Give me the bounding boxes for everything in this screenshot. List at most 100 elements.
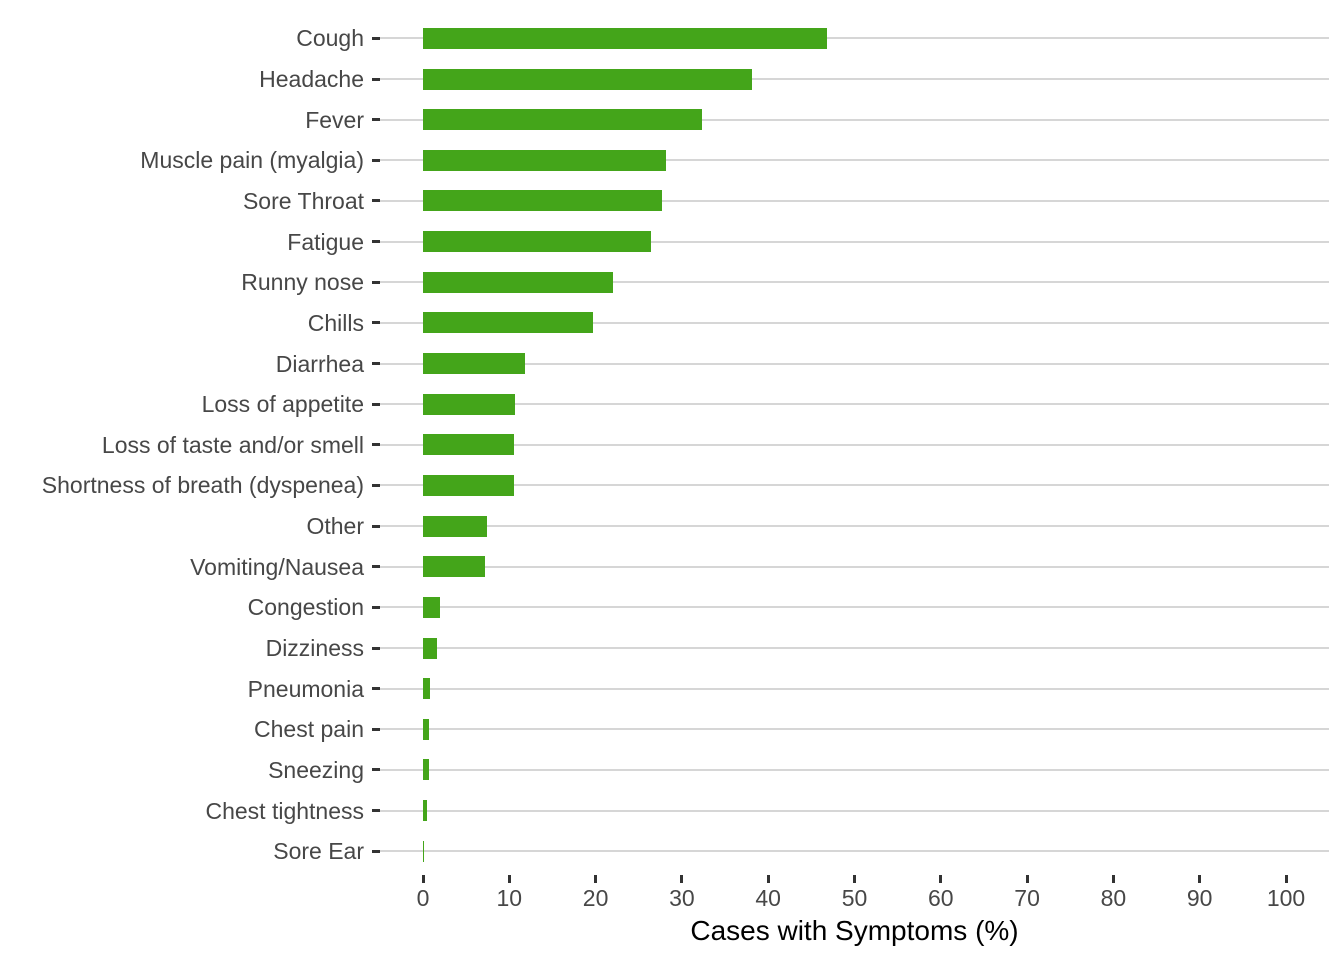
bar <box>423 474 514 496</box>
y-axis-tick <box>372 768 380 772</box>
x-axis-tick <box>1111 875 1115 883</box>
category-label: Sore Throat <box>242 187 364 214</box>
category-gridline <box>380 565 1329 568</box>
y-axis-tick <box>372 809 380 813</box>
category-label: Loss of appetite <box>201 391 364 418</box>
category-label: Chills <box>307 309 364 336</box>
category-gridline <box>380 647 1329 649</box>
category-label: Muscle pain (myalgia) <box>140 147 364 174</box>
y-axis-tick <box>372 605 380 609</box>
category-label: Chest tightness <box>205 797 364 824</box>
bar <box>423 27 827 49</box>
bar <box>423 271 613 293</box>
x-axis-tick-label: 90 <box>1186 885 1213 911</box>
y-axis-tick <box>372 36 380 40</box>
category-label: Sneezing <box>268 756 364 783</box>
y-axis-tick <box>372 443 380 447</box>
category-label: Other <box>306 513 364 540</box>
y-axis-tick <box>372 646 380 650</box>
bar <box>423 678 430 700</box>
category-gridline <box>380 768 1329 771</box>
x-axis-tick-label: 100 <box>1266 885 1306 911</box>
y-axis-tick <box>372 687 380 691</box>
x-axis-tick <box>853 875 856 883</box>
x-axis-tick <box>766 875 770 883</box>
bar <box>423 759 429 781</box>
x-axis-tick <box>421 875 425 883</box>
bar <box>423 434 514 456</box>
category-label: Loss of taste and/or smell <box>101 431 364 458</box>
y-axis-tick <box>372 727 380 731</box>
category-label: Congestion <box>247 594 364 621</box>
category-gridline <box>380 728 1329 731</box>
y-axis-tick <box>372 118 380 122</box>
category-gridline <box>380 484 1329 487</box>
category-gridline <box>380 240 1329 243</box>
y-axis-tick <box>372 849 380 853</box>
bar <box>423 353 525 375</box>
category-label: Runny nose <box>241 269 364 296</box>
x-axis-tick-label: 40 <box>755 885 781 911</box>
bar <box>423 596 441 618</box>
category-label: Fatigue <box>287 228 364 255</box>
category-label: Sore Ear <box>273 838 364 865</box>
category-gridline <box>380 606 1329 609</box>
category-gridline <box>380 199 1329 202</box>
x-axis-tick <box>680 875 684 883</box>
bar <box>423 190 663 212</box>
category-gridline <box>380 443 1329 446</box>
y-axis-tick <box>372 565 380 569</box>
category-gridline <box>380 321 1329 324</box>
bar <box>423 637 437 659</box>
bar <box>423 800 427 822</box>
x-axis-tick-label: 20 <box>582 885 609 911</box>
y-axis-tick <box>372 199 380 203</box>
bar <box>423 149 667 171</box>
category-gridline <box>380 78 1329 81</box>
y-axis-tick <box>372 240 380 244</box>
category-gridline <box>380 525 1329 528</box>
category-gridline <box>380 687 1329 690</box>
category-label: Cough <box>296 25 364 52</box>
x-axis-tick-label: 70 <box>1014 885 1040 911</box>
y-axis-tick <box>372 321 380 325</box>
x-axis-tick <box>1284 875 1288 883</box>
category-label: Vomiting/Nausea <box>190 553 364 580</box>
bar <box>423 393 515 415</box>
category-label: Dizziness <box>265 635 364 661</box>
category-gridline <box>380 281 1329 284</box>
bar <box>423 312 593 334</box>
x-axis-tick-label: 0 <box>416 885 430 911</box>
category-gridline <box>380 159 1329 162</box>
category-label: Headache <box>259 66 364 93</box>
category-label: Shortness of breath (dyspenea) <box>41 472 364 499</box>
category-label: Chest pain <box>254 716 364 743</box>
category-label: Pneumonia <box>247 675 364 702</box>
category-gridline <box>380 403 1329 406</box>
x-axis-tick <box>594 875 598 883</box>
bar <box>423 840 425 862</box>
x-axis-tick-label: 10 <box>496 885 523 911</box>
y-axis-tick <box>372 524 380 528</box>
x-axis-tick-label: 60 <box>928 885 954 911</box>
bar <box>423 515 487 537</box>
category-label: Diarrhea <box>275 350 364 377</box>
bar <box>423 556 486 578</box>
category-gridline <box>380 362 1329 365</box>
x-axis-tick-label: 80 <box>1100 885 1127 911</box>
category-gridline <box>380 118 1329 121</box>
y-axis-tick <box>372 158 380 162</box>
y-axis-tick <box>372 280 380 284</box>
x-axis-tick-label: 50 <box>841 885 868 911</box>
x-axis-title: Cases with Symptoms (%) <box>690 915 1019 946</box>
bar <box>423 718 429 740</box>
x-axis-tick-label: 30 <box>669 885 695 911</box>
x-axis-tick <box>1025 875 1029 883</box>
category-gridline <box>380 850 1329 853</box>
y-axis-tick <box>372 483 380 487</box>
y-axis-tick <box>372 402 380 406</box>
x-axis-tick <box>507 875 511 883</box>
x-axis-tick <box>1198 875 1202 883</box>
category-gridline <box>380 809 1329 812</box>
